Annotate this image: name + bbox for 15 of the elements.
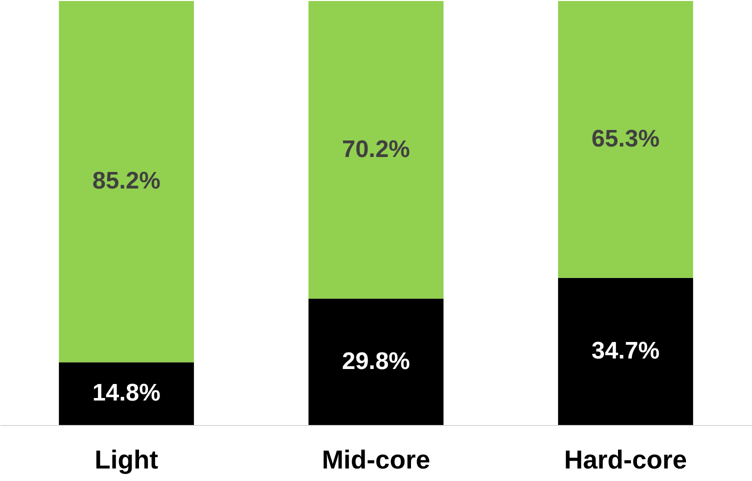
bar — [58, 362, 194, 425]
bar — [58, 1, 194, 362]
x-tick-label: Hard-core — [564, 444, 687, 474]
bar — [308, 1, 444, 299]
bar — [558, 1, 694, 278]
data-label: 34.7% — [592, 337, 660, 364]
data-label: 29.8% — [342, 348, 410, 375]
x-tick-label: Light — [94, 444, 159, 474]
data-label: 85.2% — [92, 168, 160, 195]
x-tick-label: Mid-core — [322, 444, 430, 474]
data-label: 70.2% — [342, 136, 410, 163]
data-label: 65.3% — [592, 125, 660, 152]
bar — [558, 278, 694, 425]
bar — [308, 298, 444, 425]
data-label: 14.8% — [92, 380, 160, 407]
